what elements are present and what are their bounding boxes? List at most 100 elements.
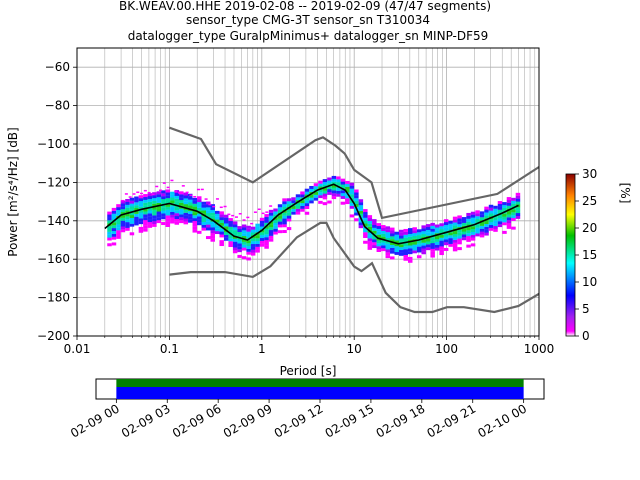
density-cell — [125, 224, 130, 228]
density-cell — [412, 241, 417, 245]
x-axis-ticks: 0.01 0.1 1 10 100 1000 — [64, 336, 554, 356]
density-cell — [282, 198, 287, 202]
density-cell — [183, 212, 189, 216]
density-cell — [165, 200, 171, 204]
density-cell — [407, 256, 413, 260]
density-cell — [255, 246, 260, 250]
density-cell — [403, 246, 408, 250]
density-cell — [138, 218, 144, 222]
density-cell — [143, 202, 148, 206]
density-cell — [264, 222, 269, 226]
density-cell — [452, 242, 458, 246]
density-cell — [161, 216, 166, 220]
density-cell — [210, 207, 215, 211]
density-cell — [394, 231, 400, 235]
density-cell — [399, 229, 404, 233]
density-cell — [156, 211, 162, 215]
density-cell — [241, 238, 247, 242]
density-cell — [250, 241, 256, 245]
density-cell — [466, 230, 471, 234]
density-cell — [232, 224, 238, 228]
density-cell — [475, 213, 480, 217]
series-line-nlnm — [169, 221, 539, 314]
density-cell — [412, 235, 417, 239]
density-cell — [111, 222, 117, 226]
density-cell — [309, 197, 314, 201]
density-cell — [358, 202, 364, 206]
density-cell — [363, 234, 368, 238]
colorbar-tick-label: 30 — [582, 167, 597, 181]
density-cell — [259, 235, 265, 239]
density-cell — [336, 187, 341, 191]
density-cell — [363, 240, 368, 244]
density-cell — [421, 231, 426, 235]
density-cell — [228, 241, 233, 245]
density-cell — [237, 228, 242, 232]
density-cell — [246, 240, 251, 244]
density-cell — [125, 222, 130, 226]
density-cell — [161, 198, 166, 202]
density-cell — [147, 210, 153, 214]
density-cell — [277, 218, 283, 222]
density-cell — [156, 202, 162, 206]
density-cell — [322, 196, 328, 200]
density-cell — [246, 216, 250, 219]
y-axis-ticks: −60 −80 −100 −120 −140 −160 −180 −200 — [37, 60, 77, 343]
density-cell — [129, 223, 135, 227]
density-cell — [390, 256, 395, 260]
density-cell — [502, 213, 507, 217]
density-cell — [372, 227, 377, 231]
density-cell — [448, 223, 453, 227]
density-cell — [340, 178, 346, 182]
density-cell — [394, 243, 400, 247]
density-cell — [231, 214, 235, 217]
timeline-tick-label: 02-09 06 — [170, 401, 224, 440]
density-cell — [403, 231, 408, 235]
density-cell — [179, 220, 184, 224]
density-cell — [165, 192, 171, 196]
density-cell — [183, 201, 189, 205]
density-cell — [188, 213, 193, 217]
density-cell — [161, 210, 166, 214]
density-cell — [192, 203, 198, 207]
density-cell — [300, 194, 305, 198]
density-cell — [506, 211, 512, 215]
density-cell — [192, 220, 198, 224]
density-cell — [179, 208, 184, 212]
density-cell — [327, 191, 332, 195]
density-cell — [120, 229, 126, 233]
density-cell — [210, 232, 215, 236]
density-cell — [188, 202, 193, 206]
density-cell — [394, 234, 400, 238]
density-cell — [237, 240, 242, 244]
density-cell — [116, 224, 121, 228]
density-cell — [363, 223, 368, 227]
density-cell — [264, 216, 269, 220]
density-cell — [219, 243, 224, 247]
density-cell — [479, 222, 485, 226]
density-cell — [156, 220, 162, 224]
density-cell — [363, 217, 368, 221]
density-cell — [452, 219, 458, 223]
density-cell — [479, 234, 485, 238]
density-cell — [159, 189, 163, 192]
density-cell — [152, 209, 157, 213]
density-cell — [246, 228, 251, 232]
density-cell — [232, 244, 238, 248]
density-cell — [286, 227, 292, 231]
density-cell — [232, 247, 238, 251]
density-cell — [443, 239, 449, 243]
density-cell — [273, 208, 278, 212]
density-cell — [439, 249, 444, 253]
density-cell — [192, 206, 198, 210]
density-cell — [165, 221, 171, 225]
density-cell — [372, 236, 377, 240]
density-cell — [116, 230, 121, 234]
density-cell — [197, 199, 202, 203]
density-cell — [457, 241, 462, 245]
density-cell — [138, 203, 144, 207]
density-cell — [484, 223, 489, 227]
chart-title-line-3: datalogger_type GuralpMinimus+ datalogge… — [128, 29, 489, 43]
density-cell — [470, 234, 476, 238]
density-cell — [183, 195, 189, 199]
